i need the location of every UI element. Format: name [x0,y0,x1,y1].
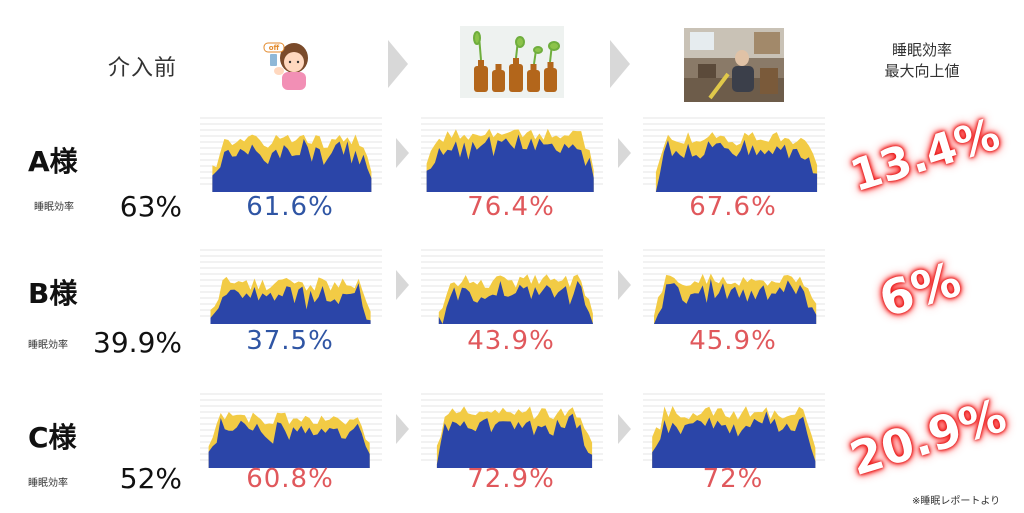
sleep-chart-a-2 [421,114,603,192]
transition-arrow-b-1 [396,270,409,300]
sleep-chart-c-3 [643,390,825,468]
transition-arrow-a-2 [618,138,631,168]
sleep-chart-b-1 [200,246,382,324]
transition-arrow-b-2 [618,270,631,300]
baseline-value-b: 39.9% [93,326,182,359]
transition-arrow-c-1 [396,414,409,444]
value-a-1: 61.6% [246,192,334,222]
value-b-1: 37.5% [246,326,334,356]
person-label-b: B様 [28,277,78,310]
deep-sleep-area [655,139,818,192]
value-c-3: 72% [702,464,764,494]
sleep-chart-a-3 [643,114,825,192]
max-improvement-header: 睡眠効率 最大向上値 [862,40,982,82]
value-a-3: 67.6% [689,192,777,222]
header-arrow-1 [388,40,408,88]
baseline-value-c: 52% [119,462,182,495]
source-footnote: ※睡眠レポートより [912,496,1001,507]
deep-sleep-area [210,283,371,324]
efficiency-label-c: 睡眠効率 [28,478,68,489]
value-c-2: 72.9% [467,464,555,494]
baseline-value-a: 63% [119,190,182,223]
max-improvement-header-line2: 最大向上値 [884,62,960,80]
improvement-value-a: 13.4% [844,108,1006,203]
svg-text:off: off [269,44,280,52]
before-intervention-label: 介入前 [108,56,178,81]
deep-sleep-area [426,134,594,192]
deep-sleep-area [652,411,816,468]
deep-sleep-area [436,413,593,468]
sleep-chart-b-3 [643,246,825,324]
elderly-room-photo [684,28,784,102]
aroma-bottles-photo [460,26,564,98]
woman-turning-off-illustration: off [258,38,320,90]
efficiency-label-a: 睡眠効率 [34,202,74,213]
max-improvement-header-line1: 睡眠効率 [891,41,952,59]
deep-sleep-area [212,139,372,192]
value-b-2: 43.9% [467,326,555,356]
person-label-c: C様 [28,421,77,454]
improvement-value-c: 20.9% [843,387,1013,487]
value-b-3: 45.9% [689,326,777,356]
deep-sleep-area [438,281,593,324]
transition-arrow-c-2 [618,414,631,444]
efficiency-label-b: 睡眠効率 [28,340,68,351]
header-arrow-2 [610,40,630,88]
deep-sleep-area [208,418,370,468]
sleep-chart-c-2 [421,390,603,468]
value-a-2: 76.4% [467,192,555,222]
deep-sleep-area [654,278,817,324]
sleep-chart-a-1 [200,114,382,192]
transition-arrow-a-1 [396,138,409,168]
improvement-value-b: 6% [872,251,968,329]
value-c-1: 60.8% [246,464,334,494]
person-label-a: A様 [28,145,78,178]
sleep-chart-c-1 [200,390,382,468]
sleep-chart-b-2 [421,246,603,324]
